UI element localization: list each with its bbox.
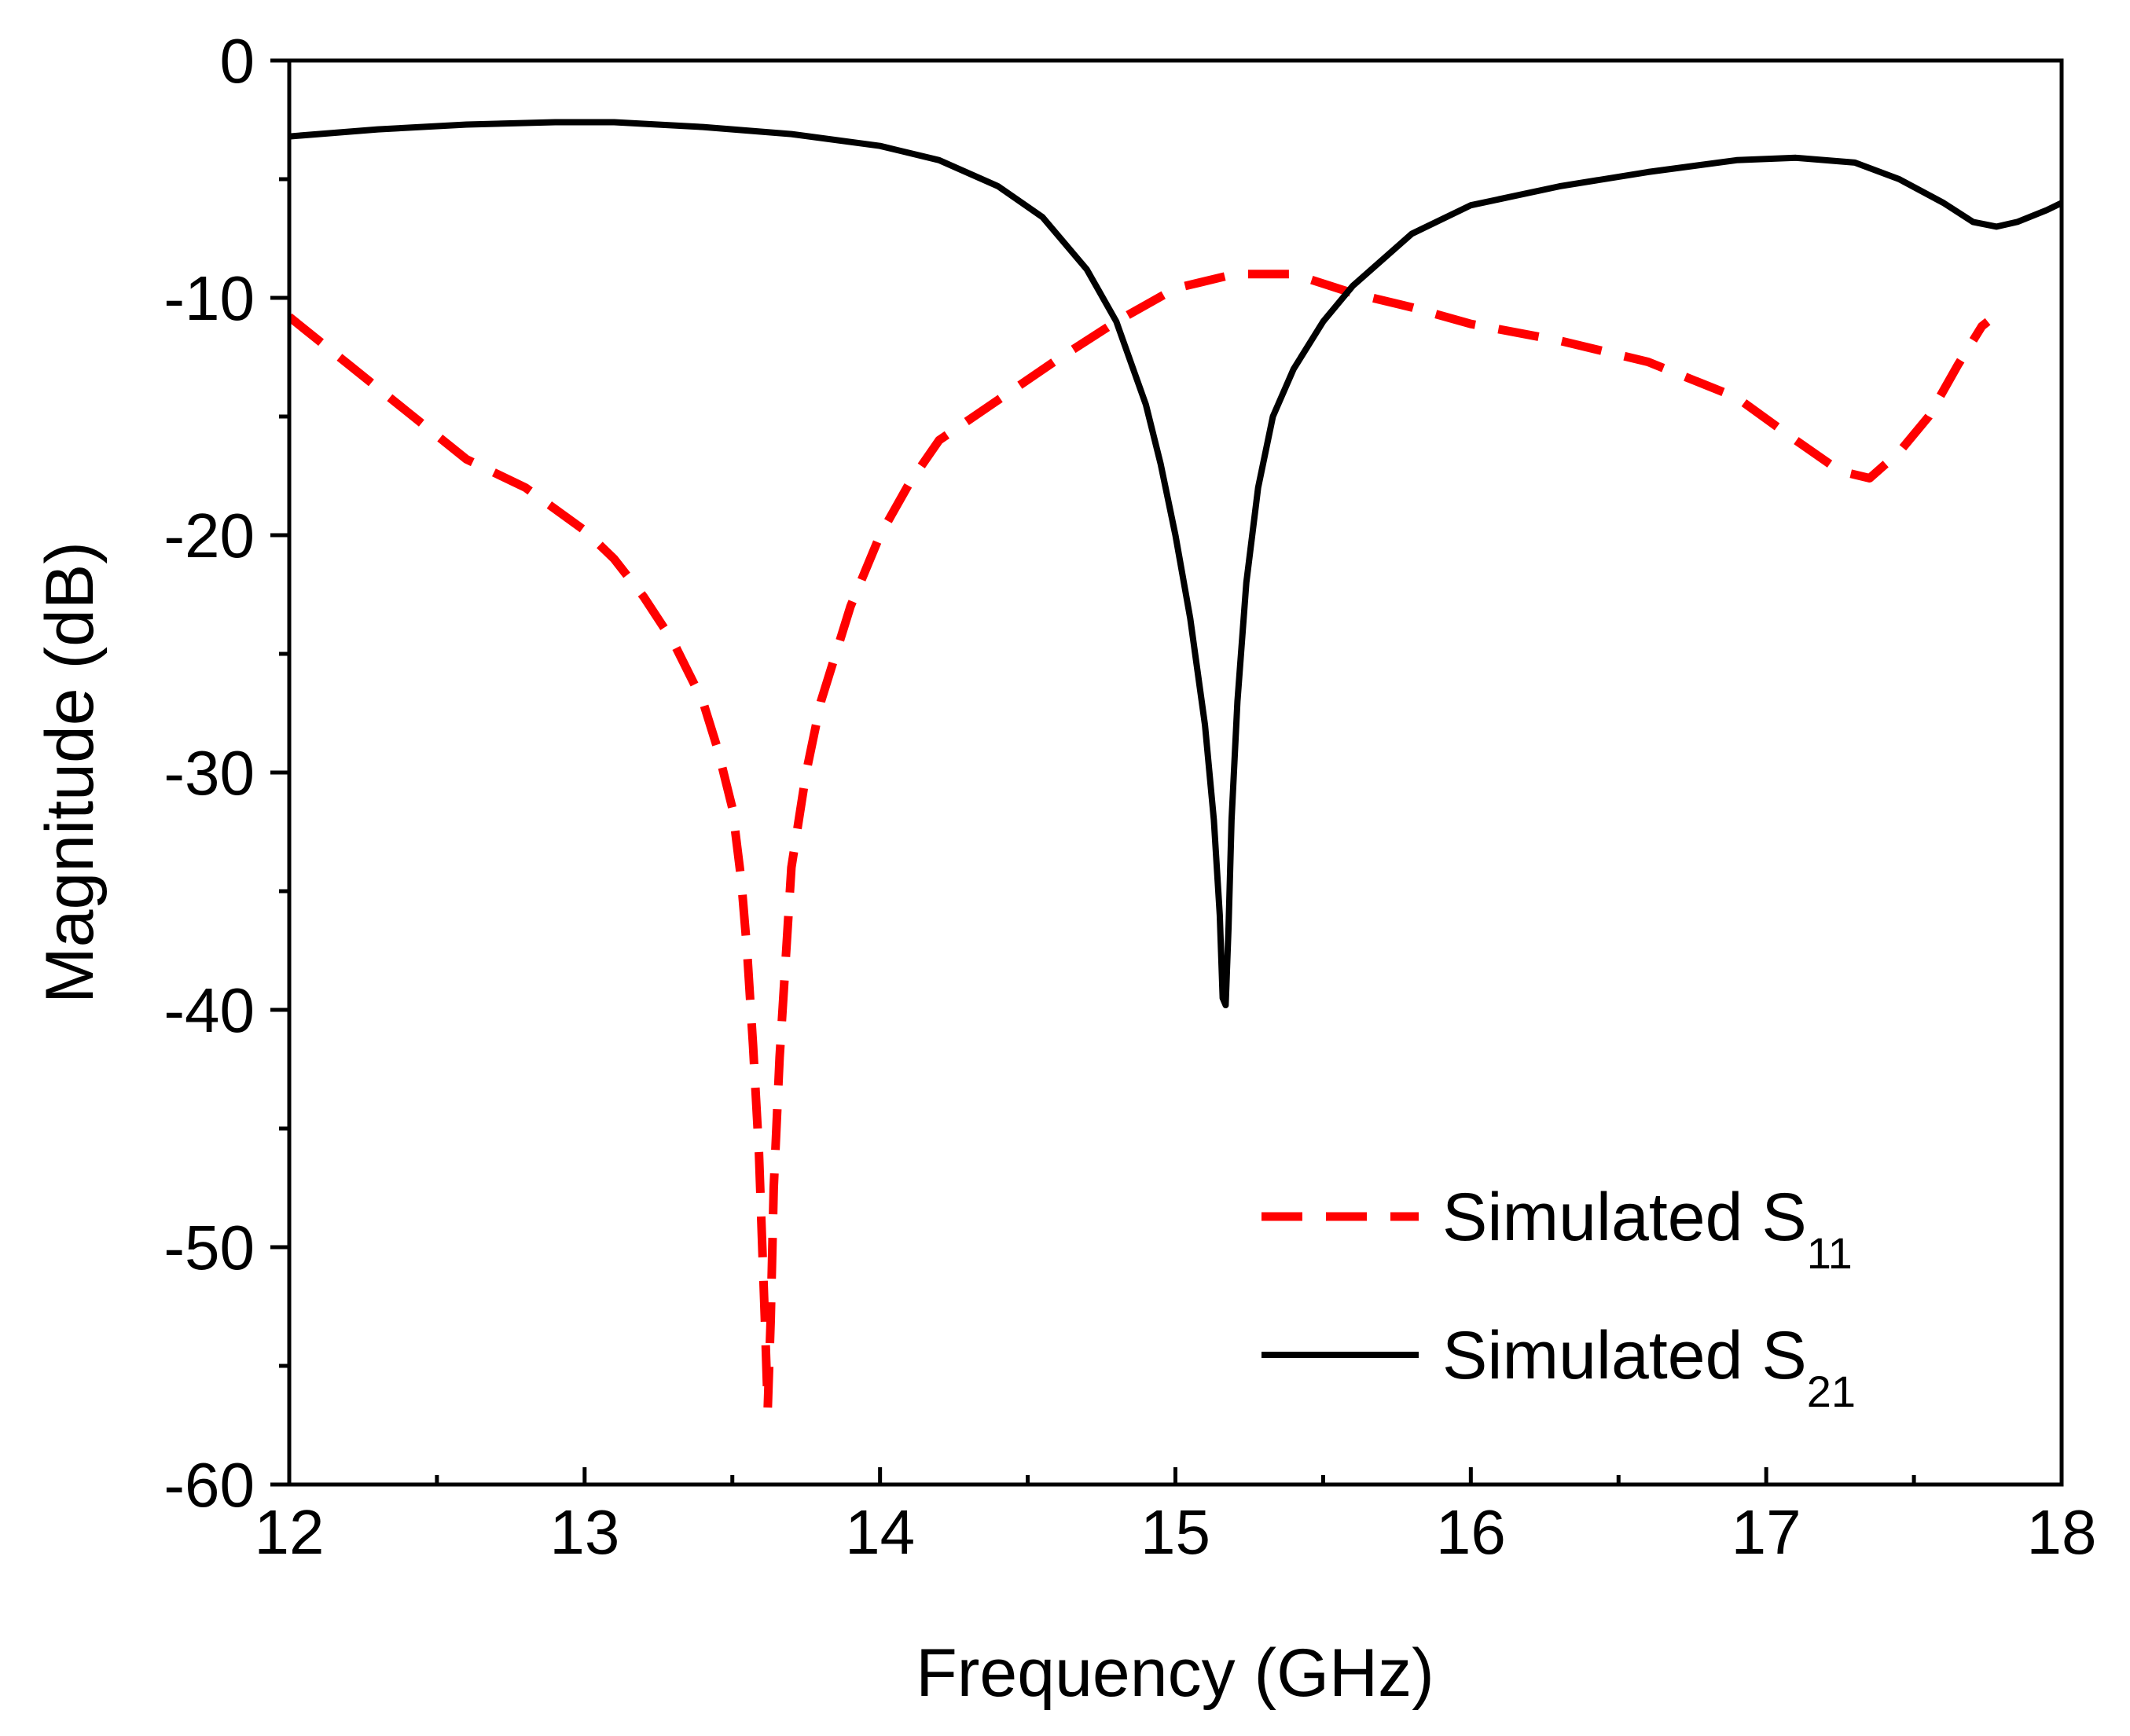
y-tick-labels: 0 -10 -20 -30 -40 -50 -60	[163, 26, 255, 1520]
legend-label-s21-main: Simulated S	[1442, 1318, 1807, 1393]
y-tick-label: -60	[163, 1450, 255, 1520]
legend-label-s11-sub: 11	[1807, 1228, 1853, 1278]
legend-label-s21: Simulated S21	[1442, 1318, 1856, 1416]
legend: Simulated S11 Simulated S21	[1261, 1180, 1856, 1416]
major-ticks	[270, 58, 2064, 1487]
x-tick-label: 16	[1436, 1497, 1506, 1567]
legend-label-s11: Simulated S11	[1442, 1180, 1853, 1278]
x-tick-label: 14	[845, 1497, 915, 1567]
x-tick-label: 17	[1732, 1497, 1801, 1567]
y-axis-title: Magnitude (dB)	[32, 541, 108, 1004]
y-tick-label: -40	[163, 975, 255, 1045]
y-tick-label: 0	[220, 26, 255, 96]
plot-content	[289, 119, 2062, 1413]
series-line-s21	[289, 119, 2062, 1008]
legend-label-s21-sub: 21	[1807, 1367, 1856, 1416]
y-tick-label: -20	[163, 501, 255, 571]
minor-ticks	[279, 177, 1916, 1485]
legend-label-s11-main: Simulated S	[1442, 1180, 1807, 1255]
y-tick-label: -30	[163, 738, 255, 808]
plot-frame	[287, 58, 2064, 1487]
x-tick-labels: 12 13 14 15 16 17 18	[255, 1497, 2097, 1567]
x-tick-label: 13	[549, 1497, 619, 1567]
series-line-s11	[289, 270, 1991, 1413]
x-axis-title: Frequency (GHz)	[916, 1635, 1434, 1711]
x-tick-label: 18	[2027, 1497, 2097, 1567]
y-tick-label: -50	[163, 1213, 255, 1283]
x-tick-label: 15	[1140, 1497, 1210, 1567]
x-tick-label: 12	[255, 1497, 325, 1567]
y-tick-label: -10	[163, 263, 255, 333]
